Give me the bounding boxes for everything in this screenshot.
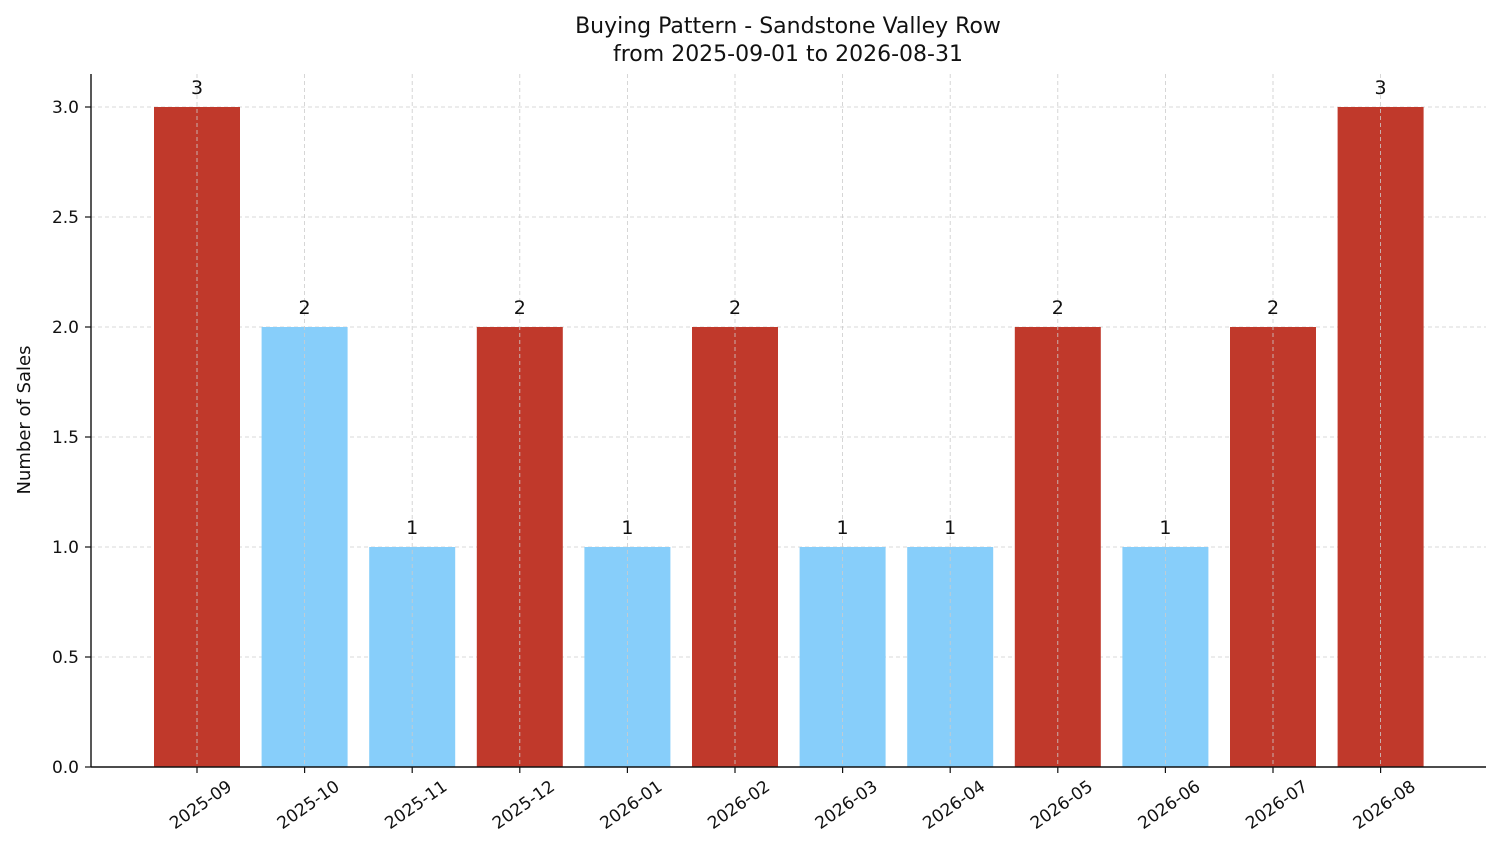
- y-tick-label: 1.0: [52, 538, 79, 558]
- x-tick-label-2026-03: 2026-03: [812, 777, 882, 834]
- data-label-2025-10: 2: [299, 297, 311, 319]
- vertical-grid-layer: [196, 74, 1381, 767]
- data-label-2026-02: 2: [729, 297, 741, 319]
- data-label-2025-12: 2: [514, 297, 526, 319]
- y-tick-label: 2.0: [52, 318, 79, 338]
- x-tick-label-2026-06: 2026-06: [1135, 777, 1205, 834]
- x-tick-label-2025-10: 2025-10: [274, 777, 344, 834]
- x-tick-label-2026-01: 2026-01: [597, 777, 667, 834]
- y-tick-label: 0.0: [52, 758, 79, 778]
- bar-2026-08: [1337, 107, 1424, 767]
- data-label-2026-07: 2: [1267, 297, 1279, 319]
- chart-subtitle: from 2025-09-01 to 2026-08-31: [613, 42, 963, 67]
- bars-layer: [154, 107, 1424, 767]
- x-tick-label-2025-09: 2025-09: [166, 777, 236, 834]
- data-label-2026-08: 3: [1375, 77, 1387, 99]
- data-label-2025-11: 1: [406, 517, 418, 539]
- data-label-2025-09: 3: [191, 77, 203, 99]
- y-tick-label: 2.5: [52, 208, 79, 228]
- x-tick-label-2026-05: 2026-05: [1027, 777, 1097, 834]
- x-tick-label-2026-08: 2026-08: [1350, 777, 1420, 834]
- y-tick-label: 3.0: [52, 98, 79, 118]
- x-tick-label-2025-12: 2025-12: [489, 777, 559, 834]
- x-tick-label-2026-07: 2026-07: [1242, 777, 1312, 834]
- data-label-2026-01: 1: [621, 517, 633, 539]
- data-labels-layer: 3 2 1 2 1 2 1 1 2 1 2 3: [191, 77, 1387, 539]
- y-tick-label: 1.5: [52, 428, 79, 448]
- x-tick-label-2025-11: 2025-11: [381, 777, 451, 834]
- chart-title: Buying Pattern - Sandstone Valley Row: [575, 14, 1001, 39]
- data-label-2026-04: 1: [944, 517, 956, 539]
- data-label-2026-03: 1: [837, 517, 849, 539]
- y-tick-label: 0.5: [52, 648, 79, 668]
- x-tick-label-2026-04: 2026-04: [919, 777, 989, 834]
- y-axis-label: Number of Sales: [14, 345, 35, 494]
- bar-2025-09: [154, 107, 240, 767]
- x-tick-label-2026-02: 2026-02: [704, 777, 774, 834]
- data-label-2026-06: 1: [1159, 517, 1171, 539]
- data-label-2026-05: 2: [1052, 297, 1064, 319]
